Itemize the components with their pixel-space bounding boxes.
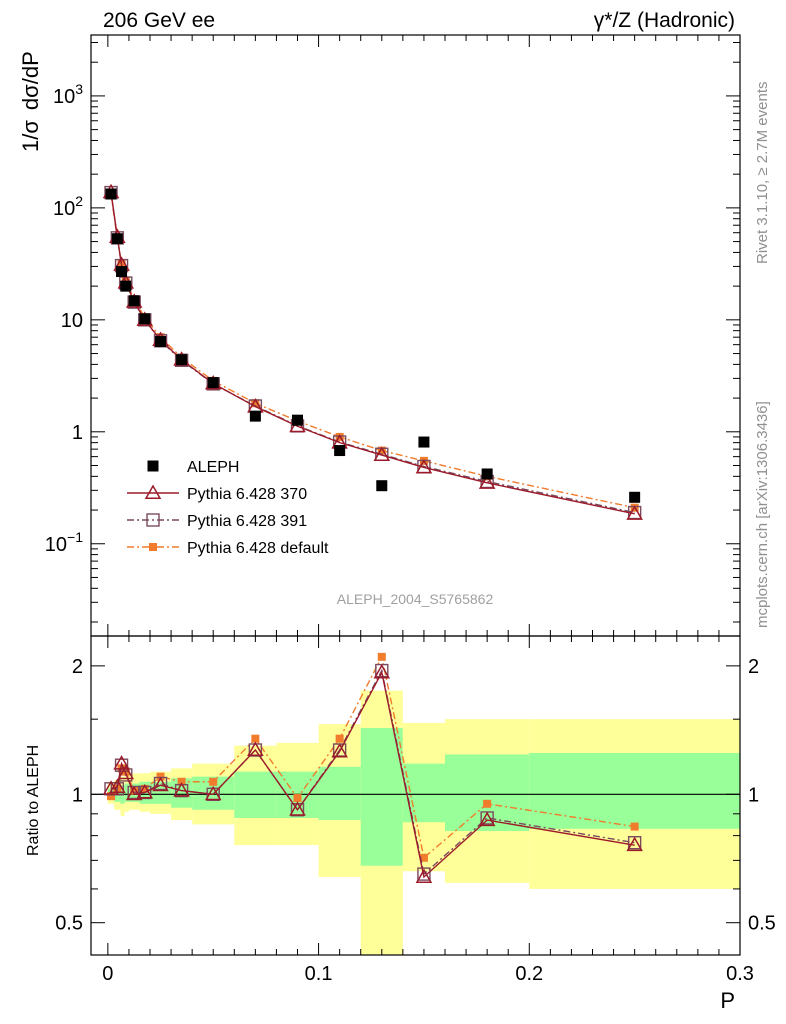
legend-marker-aleph [147, 460, 159, 472]
uncertainty-band-inner [360, 728, 403, 866]
energy-title: 206 GeV ee [103, 9, 215, 32]
y-label-deriv: dσ/dP [18, 51, 43, 110]
aleph-data-point [334, 445, 346, 457]
pythia-default-ratio-point [483, 799, 492, 808]
uncertainty-band-inner [402, 763, 445, 823]
pythia-370-ratio-point [289, 801, 306, 816]
legend-marker-p370 [144, 484, 162, 499]
pythia-370-ratio-point [152, 776, 169, 792]
legend-label: Pythia 6.428 default [187, 540, 329, 557]
pythia-370-ratio-point [173, 782, 190, 797]
mcplots-credit-text: mcplots.cern.ch [arXiv:1306.3436] [754, 401, 771, 628]
legend: ALEPH Pythia 6.428 370 Pythia 6.428 391 Pyt… [127, 459, 329, 557]
ratio-y-tick-label: 0.5 [55, 913, 83, 935]
pythia-370-point [478, 474, 496, 489]
uncertainty-band-inner [529, 752, 740, 829]
pythia-default-point [251, 399, 260, 408]
aleph-data-point [111, 233, 123, 245]
pythia-370-ratio-point [373, 663, 391, 679]
pythia-370-point [415, 458, 433, 474]
aleph-data-point [155, 336, 167, 348]
aleph-data-point [128, 295, 140, 307]
rivet-version-text: Rivet 3.1.10, ≥ 2.7M events [754, 82, 771, 265]
pythia-370-point [626, 505, 643, 520]
pythia-default-ratio-point [251, 734, 260, 743]
aleph-data-point [139, 313, 151, 325]
aleph-data-point [249, 410, 261, 422]
y-tick-label: 103 [53, 81, 83, 108]
pythia-370-ratio-point [204, 785, 222, 801]
pythia-370-ratio-point [626, 836, 643, 852]
ratio-y-tick-label-right: 0.5 [748, 913, 776, 935]
pythia-default-ratio-point [156, 772, 165, 781]
y-tick-label: 1 [72, 422, 83, 444]
pythia-370-ratio-point [109, 778, 126, 794]
aleph-data-point [207, 377, 219, 389]
pythia-default-ratio-point [209, 777, 218, 786]
pythia-370-ratio-point [125, 785, 143, 801]
ratio-panel: 0 0.1 0.2 0.3 0.5 0.5 1 1 2 2 [55, 635, 776, 985]
x-tick-label: 0.3 [726, 963, 754, 985]
pythia-370-ratio-point [136, 783, 154, 799]
pythia-default-ratio-point [107, 792, 116, 801]
ratio-y-tick-label-right: 1 [748, 784, 759, 806]
pythia-370-ratio-point [113, 755, 130, 770]
pythia-default-point [377, 446, 386, 455]
pythia-default-ratio-point [335, 734, 344, 743]
aleph-data-point [105, 188, 117, 200]
main-y-axis-label: 1/σ dσ/dP [18, 51, 43, 152]
x-tick-label: 0 [102, 963, 113, 985]
ratio-y-tick-label: 2 [72, 656, 83, 678]
legend-marker-pdef [149, 543, 157, 551]
y-tick-label: 102 [53, 193, 83, 220]
aleph-data-point [292, 414, 303, 426]
aleph-data-point [176, 354, 188, 366]
ratio-plot-frame [90, 635, 741, 956]
pythia-391-ratio-point [417, 867, 431, 881]
pythia-default-ratio-point [377, 652, 386, 661]
ratio-y-tick-label-right: 2 [748, 656, 759, 678]
aleph-data-point [629, 491, 641, 503]
pythia-370-ratio-point [247, 741, 264, 757]
ratio-y-tick-label: 1 [72, 784, 83, 806]
x-tick-label: 0.2 [515, 963, 543, 985]
pythia-default-ratio-point [630, 822, 639, 831]
aleph-data-point [116, 266, 128, 278]
main-panel: 10−1 1 10 102 103 [45, 34, 741, 637]
analysis-id-label: ALEPH_2004_S5765862 [337, 591, 494, 607]
aleph-data-point [120, 280, 132, 292]
pythia-default-ratio-point [130, 786, 139, 795]
pythia-default-ratio-point [177, 777, 186, 786]
aleph-data-point [481, 468, 493, 480]
legend-label: Pythia 6.428 391 [187, 513, 307, 530]
x-tick-label: 0.1 [305, 963, 333, 985]
legend-label: Pythia 6.428 370 [187, 486, 307, 503]
process-title: γ*/Z (Hadronic) [594, 9, 735, 32]
y-tick-label: 10 [61, 310, 83, 332]
legend-label: ALEPH [187, 459, 239, 476]
aleph-data-point [418, 436, 430, 448]
pythia-default-ratio-point [140, 784, 149, 793]
pythia-370-ratio-point [117, 764, 135, 780]
pythia-default-ratio-point [419, 853, 428, 862]
aleph-data-point [376, 480, 388, 492]
uncertainty-band-inner [318, 766, 361, 821]
pythia-391-ratio-point [114, 758, 129, 772]
uncertainty-band-inner [171, 778, 193, 808]
y-label-norm: 1/σ [18, 120, 43, 152]
y-tick-label: 10−1 [45, 529, 83, 556]
ratio-y-axis-label: Ratio to ALEPH [25, 745, 42, 856]
uncertainty-band-inner [124, 783, 129, 802]
pythia-370-point [373, 446, 391, 462]
legend-marker-p391 [146, 513, 160, 527]
pythia-370-ratio-point [102, 780, 120, 795]
pythia-default-ratio-point [293, 794, 302, 803]
x-axis-label: P [720, 988, 735, 1013]
uncertainty-band-inner [445, 754, 530, 832]
pythia-370-ratio-point [331, 742, 348, 758]
pythia-370-ratio-point [415, 868, 433, 883]
pythia-370-ratio-point [478, 811, 496, 827]
